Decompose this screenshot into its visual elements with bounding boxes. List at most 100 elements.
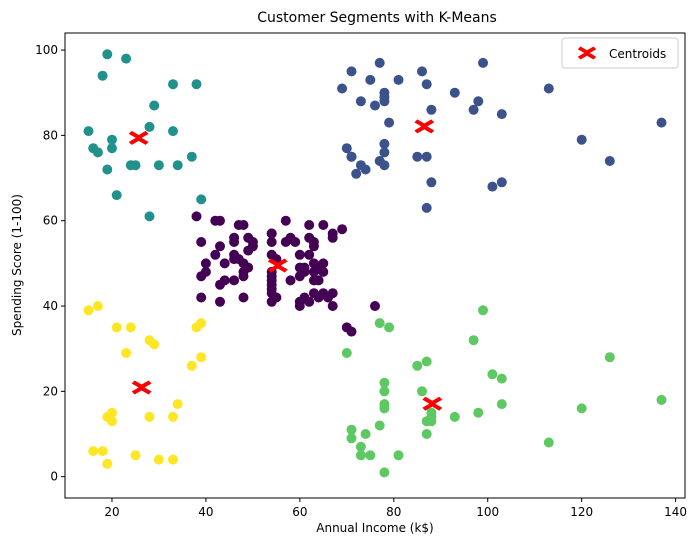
data-point <box>149 100 160 111</box>
data-point <box>426 177 437 188</box>
data-point <box>487 181 498 192</box>
data-point <box>351 168 362 179</box>
data-point <box>243 262 254 273</box>
y-axis-label: Spending Score (1-100) <box>10 194 24 336</box>
data-point <box>153 160 164 171</box>
centroid-marker <box>131 380 152 395</box>
data-point <box>144 411 155 422</box>
data-point <box>168 126 178 137</box>
data-point <box>417 386 427 397</box>
data-point <box>107 407 117 418</box>
data-point <box>92 147 103 158</box>
cluster-2-points <box>83 49 207 222</box>
legend-centroid-marker <box>577 46 597 60</box>
data-point <box>576 134 587 145</box>
plot-area <box>83 49 667 478</box>
y-tick-label: 0 <box>50 470 58 484</box>
data-point <box>294 249 305 260</box>
data-point <box>421 79 432 90</box>
data-point <box>172 160 183 171</box>
data-point <box>97 70 108 81</box>
data-point <box>88 446 99 457</box>
x-tick-label: 120 <box>570 505 593 519</box>
data-point <box>346 433 357 444</box>
data-point <box>417 66 427 77</box>
y-tick-label: 60 <box>43 214 58 228</box>
data-point <box>604 352 615 363</box>
data-point <box>238 292 249 303</box>
data-point <box>341 348 352 358</box>
data-point <box>346 424 357 435</box>
data-point <box>308 241 319 252</box>
data-point <box>200 266 211 277</box>
data-point <box>393 74 404 85</box>
data-point <box>266 237 277 247</box>
y-tick-label: 20 <box>43 384 58 398</box>
data-point <box>229 275 240 286</box>
data-point <box>346 326 357 337</box>
data-point <box>238 220 249 230</box>
data-point <box>144 121 155 132</box>
data-point <box>83 305 94 316</box>
data-point <box>496 177 507 188</box>
data-point <box>374 57 385 68</box>
data-point <box>102 164 113 175</box>
data-point <box>421 202 432 213</box>
data-point <box>186 360 197 371</box>
data-point <box>313 275 324 286</box>
data-point <box>421 356 432 367</box>
data-point <box>468 335 479 346</box>
data-point <box>355 441 366 452</box>
data-point <box>247 237 258 247</box>
data-point <box>107 143 117 154</box>
data-point <box>121 53 132 64</box>
data-point <box>196 352 207 363</box>
data-point <box>355 96 366 107</box>
y-tick-label: 100 <box>35 43 58 57</box>
data-point <box>370 100 380 111</box>
data-point <box>576 403 587 414</box>
data-point <box>379 160 390 171</box>
data-point <box>449 87 460 98</box>
data-point <box>266 228 277 239</box>
data-point <box>379 467 390 478</box>
data-point <box>196 292 207 303</box>
data-point <box>496 373 507 384</box>
data-point <box>111 190 122 201</box>
data-point <box>97 446 108 457</box>
x-tick-label: 40 <box>198 505 213 519</box>
data-point <box>219 258 230 269</box>
data-point <box>294 301 305 311</box>
data-point <box>346 66 357 77</box>
data-point <box>496 399 507 410</box>
data-point <box>412 360 423 371</box>
legend-box <box>561 37 679 69</box>
data-point <box>102 458 113 469</box>
data-point <box>318 258 329 269</box>
data-point <box>355 450 366 461</box>
data-point <box>337 224 348 235</box>
data-point <box>172 399 183 410</box>
cluster-1-points <box>337 57 667 213</box>
data-point <box>656 394 667 405</box>
data-point <box>379 147 390 158</box>
data-point <box>196 194 207 205</box>
data-point <box>365 450 376 461</box>
centroid-marker <box>414 119 435 134</box>
data-point <box>215 215 225 226</box>
x-tick-label: 80 <box>386 505 401 519</box>
data-point <box>421 151 432 162</box>
data-point <box>468 104 479 115</box>
data-point <box>478 305 488 316</box>
data-point <box>360 429 371 439</box>
data-point <box>304 220 315 230</box>
y-tick-label: 40 <box>43 299 58 313</box>
centroid-marker <box>128 130 149 145</box>
data-point <box>473 407 484 418</box>
data-point <box>318 266 329 277</box>
data-point <box>299 262 310 273</box>
data-point <box>111 322 122 333</box>
data-point <box>374 420 385 431</box>
